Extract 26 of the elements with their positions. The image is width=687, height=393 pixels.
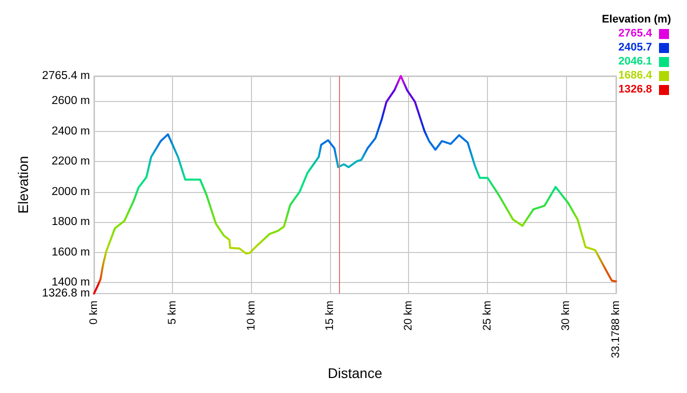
color-bar-label: 2046.1	[618, 56, 652, 68]
y-tick-label: 2765.4 m	[42, 70, 90, 82]
color-bar-label: 1686.4	[618, 70, 653, 82]
x-tick-label: 0 km	[88, 300, 100, 324]
y-tick-label: 1800 m	[52, 216, 90, 228]
y-tick-label: 2000 m	[52, 186, 90, 198]
x-tick-label: 25 km	[481, 300, 494, 331]
y-tick-label: 2600 m	[52, 95, 90, 108]
color-bar-label: 1326.8	[618, 84, 652, 96]
y-tick-label: 1600 m	[52, 246, 90, 258]
line-series	[93, 75, 617, 295]
color-bar-label: 2765.4	[618, 28, 653, 40]
x-tick-label: 5 km	[166, 300, 179, 324]
x-tick-label: 33.1788 km	[610, 300, 622, 358]
x-tick-label: 10 km	[245, 300, 258, 331]
y-tick-label: 2400 m	[52, 125, 90, 138]
x-tick-label: 20 km	[402, 300, 415, 331]
color-bar-title: Elevation (m)	[602, 14, 672, 26]
x-axis-title: Distance	[328, 365, 382, 381]
y-axis-title: Elevation	[15, 156, 31, 214]
x-tick-label: 15 km	[324, 300, 336, 331]
color-bar-label: 2405.7	[618, 42, 652, 54]
y-tick-label: 2200 m	[52, 156, 90, 168]
y-tick-label: 1326.8 m	[42, 288, 90, 300]
y-tick-label: 1400 m	[52, 276, 90, 289]
x-tick-label: 30 km	[560, 300, 572, 331]
